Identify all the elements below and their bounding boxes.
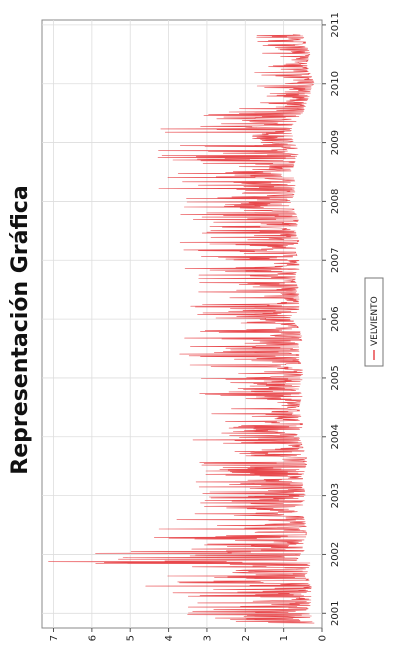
y-tick-label: 1 — [279, 635, 290, 641]
plot-area — [41, 19, 323, 629]
y-tick-label: 4 — [164, 635, 175, 641]
y-tick-label: 7 — [49, 635, 60, 641]
x-tick-label: 2002 — [330, 542, 341, 567]
y-tick-label: 2 — [241, 635, 252, 641]
y-tick-label: 5 — [126, 635, 137, 641]
x-tick-label: 2011 — [330, 12, 341, 37]
x-axis-ticks: 2001 2002 2003 2004 2005 2006 2007 2008 2009 2010… — [322, 12, 341, 626]
x-tick-label: 2004 — [330, 424, 341, 449]
legend-box — [364, 277, 384, 367]
x-tick-label: 2009 — [330, 130, 341, 155]
x-tick-label: 2010 — [330, 71, 341, 96]
chart-title: Representación Gráfica — [8, 185, 33, 474]
x-tick-label: 2008 — [330, 189, 341, 214]
x-tick-label: 2005 — [330, 365, 341, 390]
legend-label-velviento: VELVIENTO — [370, 296, 380, 346]
x-tick-label: 2001 — [330, 601, 341, 626]
y-tick-label: 0 — [318, 635, 329, 641]
x-tick-label: 2007 — [330, 248, 341, 273]
legend: VELVIENTO — [364, 277, 384, 367]
x-tick-label: 2006 — [330, 306, 341, 331]
y-axis-ticks: 0 1 2 3 4 5 6 7 — [49, 628, 329, 641]
y-tick-label: 6 — [87, 635, 98, 641]
grid-lines — [42, 20, 322, 628]
x-tick-label: 2003 — [330, 483, 341, 508]
y-tick-label: 3 — [202, 635, 213, 641]
series-line-velviento — [48, 34, 315, 624]
